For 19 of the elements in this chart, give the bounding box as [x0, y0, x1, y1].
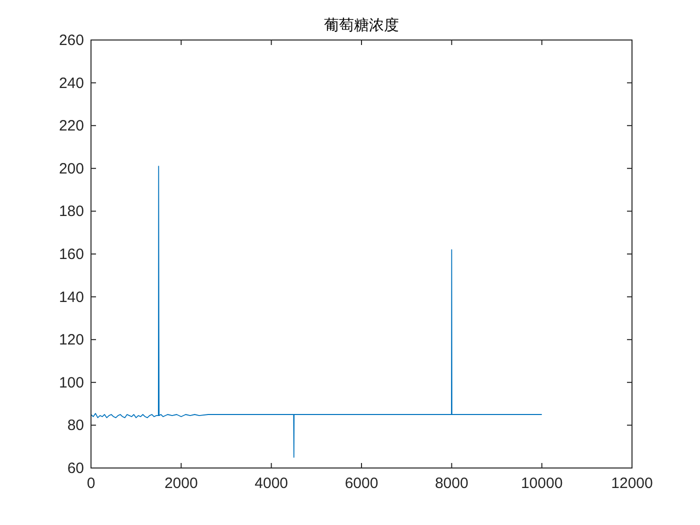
- x-tick-label: 10000: [520, 475, 563, 492]
- y-tick-label: 240: [58, 74, 84, 92]
- chart-title: 葡萄糖浓度: [324, 17, 399, 34]
- x-tick-label: 8000: [434, 475, 468, 492]
- y-tick-label: 260: [58, 32, 84, 49]
- y-tick-label: 140: [58, 288, 84, 306]
- y-tick-label: 60: [67, 460, 84, 477]
- x-tick-label: 4000: [254, 475, 288, 492]
- x-tick-label: 12000: [611, 475, 653, 492]
- y-tick-label: 200: [58, 160, 84, 178]
- x-tick-label: 2000: [164, 475, 198, 492]
- y-tick-label: 80: [67, 417, 84, 434]
- y-tick-label: 220: [58, 118, 84, 135]
- x-tick-label: 6000: [344, 475, 378, 492]
- y-tick-label: 120: [58, 332, 84, 349]
- y-tick-label: 160: [58, 246, 84, 263]
- y-tick-label: 100: [58, 374, 84, 392]
- x-tick-label: 0: [86, 475, 96, 492]
- y-tick-label: 180: [58, 203, 84, 220]
